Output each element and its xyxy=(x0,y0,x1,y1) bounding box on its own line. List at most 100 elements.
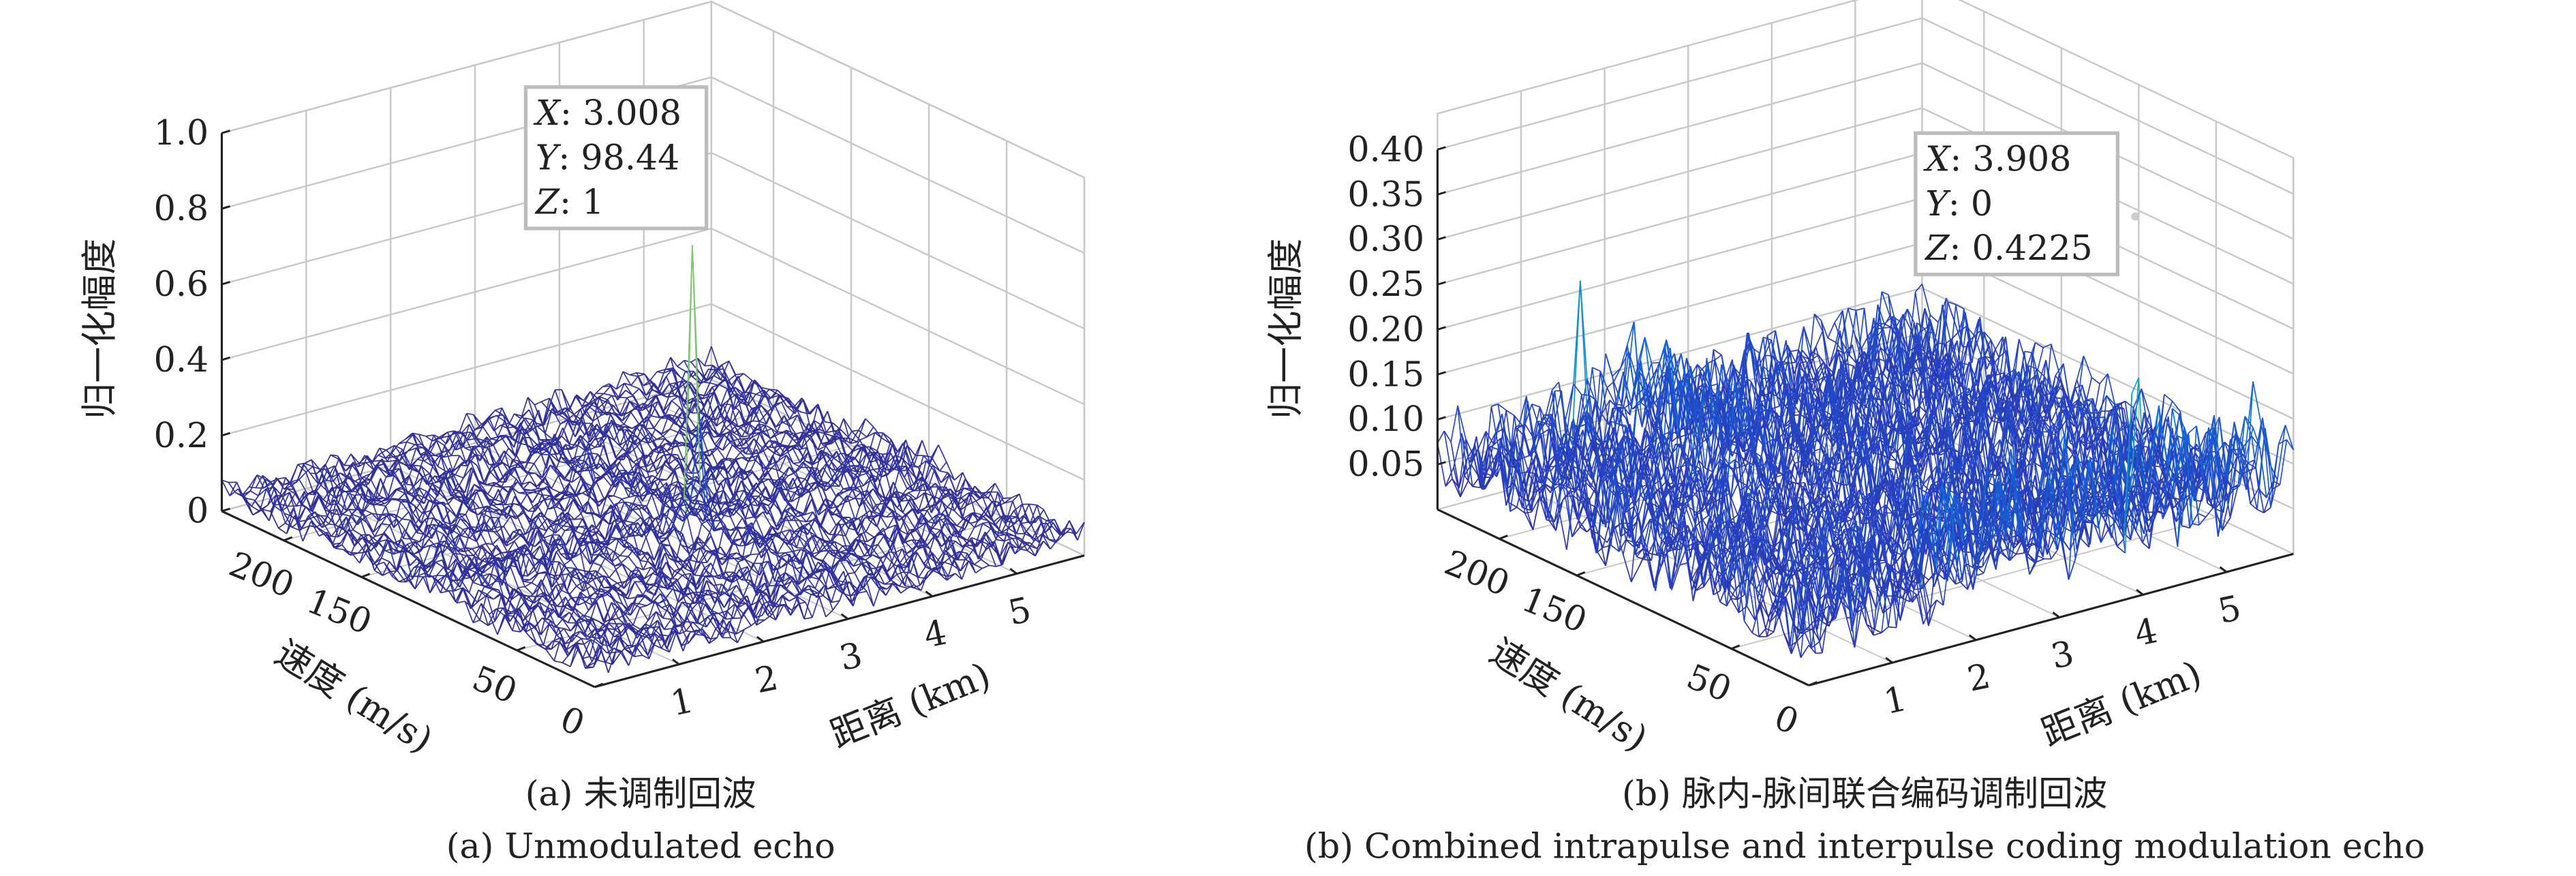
mesh-segment xyxy=(598,401,606,409)
mesh-segment xyxy=(743,625,752,630)
mesh-segment xyxy=(753,438,762,453)
mesh-segment xyxy=(800,549,809,552)
mesh-segment xyxy=(851,429,859,432)
mesh-segment xyxy=(691,472,699,474)
mesh-segment xyxy=(592,554,600,564)
mesh-segment xyxy=(573,408,581,415)
mesh-segment xyxy=(472,546,480,550)
mesh-segment xyxy=(278,522,286,529)
mesh-segment xyxy=(715,459,724,480)
mesh-segment xyxy=(670,357,678,367)
mesh-segment xyxy=(748,391,756,395)
mesh-segment xyxy=(340,493,349,515)
mesh-segment xyxy=(649,371,658,381)
mesh-segment xyxy=(837,534,846,537)
mesh-segment xyxy=(305,466,313,473)
mesh-segment xyxy=(604,395,613,402)
mesh-segment xyxy=(452,488,460,492)
mesh-segment xyxy=(382,561,390,576)
mesh-segment xyxy=(560,456,569,466)
mesh-segment xyxy=(484,522,492,530)
mesh-segment xyxy=(496,526,504,532)
mesh-segment xyxy=(999,532,1008,557)
mesh-segment xyxy=(822,442,831,444)
mesh-segment xyxy=(918,567,926,578)
mesh-segment xyxy=(358,552,365,554)
mesh-segment xyxy=(619,397,628,414)
mesh-segment xyxy=(748,459,756,462)
mesh-segment xyxy=(414,541,423,549)
mesh-segment xyxy=(518,586,525,588)
mesh-segment xyxy=(363,473,370,478)
mesh-segment xyxy=(461,424,470,448)
mesh-segment xyxy=(671,400,680,408)
mesh-segment xyxy=(825,609,833,618)
mesh-segment xyxy=(418,536,427,543)
mesh-segment xyxy=(630,434,638,447)
mesh-segment xyxy=(418,434,427,437)
mesh-segment xyxy=(622,496,629,500)
mesh-segment xyxy=(472,446,480,462)
mesh-segment xyxy=(714,436,722,445)
mesh-segment xyxy=(374,523,382,537)
mesh-segment xyxy=(918,577,927,579)
mesh-segment xyxy=(680,382,689,398)
mesh-segment xyxy=(720,389,729,407)
mesh-segment xyxy=(593,429,602,441)
mesh-segment xyxy=(524,582,532,588)
mesh-segment xyxy=(574,476,582,495)
mesh-segment xyxy=(386,445,395,462)
mesh-segment xyxy=(646,451,654,467)
mesh-segment xyxy=(420,466,429,485)
mesh-segment xyxy=(312,466,320,470)
mesh-segment xyxy=(906,487,915,491)
mesh-segment xyxy=(489,517,498,532)
grid-line-z xyxy=(221,1,1085,179)
mesh-segment xyxy=(447,430,455,433)
mesh-segment xyxy=(596,393,604,399)
mesh-segment xyxy=(630,376,639,386)
mesh-segment xyxy=(900,588,908,594)
mesh-segment xyxy=(777,541,785,554)
mesh-segment xyxy=(405,465,414,485)
mesh-segment xyxy=(580,404,588,410)
mesh-segment xyxy=(530,425,538,432)
mesh-segment xyxy=(428,449,436,456)
mesh-segment xyxy=(774,499,784,521)
mesh-segment xyxy=(865,531,874,538)
mesh-segment xyxy=(731,438,738,442)
mesh-segment xyxy=(602,385,611,388)
mesh-segment xyxy=(436,567,444,576)
mesh-segment xyxy=(932,528,941,531)
mesh-segment xyxy=(416,532,424,535)
mesh-segment xyxy=(565,444,572,449)
mesh-segment xyxy=(335,513,343,526)
mesh-segment xyxy=(456,477,464,491)
mesh-segment xyxy=(503,516,511,527)
mesh-segment xyxy=(615,371,624,390)
mesh-segment xyxy=(824,485,833,487)
mesh-segment xyxy=(464,447,472,452)
mesh-segment xyxy=(830,522,840,542)
mesh-segment xyxy=(634,476,643,502)
mesh-segment xyxy=(974,564,983,569)
mesh-segment xyxy=(525,528,533,535)
grid-line-z xyxy=(221,151,1085,330)
mesh-segment xyxy=(574,518,583,532)
mesh-segment xyxy=(397,529,405,547)
mesh-segment xyxy=(337,531,346,538)
mesh-segment xyxy=(599,495,608,518)
mesh-segment xyxy=(534,453,542,464)
mesh-segment xyxy=(433,434,441,439)
mesh-segment xyxy=(615,448,624,459)
mesh-segment xyxy=(403,519,411,539)
mesh-segment xyxy=(378,454,386,459)
mesh-segment xyxy=(623,412,632,425)
mesh-segment xyxy=(625,470,634,496)
mesh-segment xyxy=(643,402,651,407)
mesh-segment xyxy=(574,513,582,520)
mesh-segment xyxy=(613,425,622,441)
mesh-segment xyxy=(647,382,655,401)
mesh-segment xyxy=(725,459,734,462)
mesh-segment xyxy=(472,499,480,509)
